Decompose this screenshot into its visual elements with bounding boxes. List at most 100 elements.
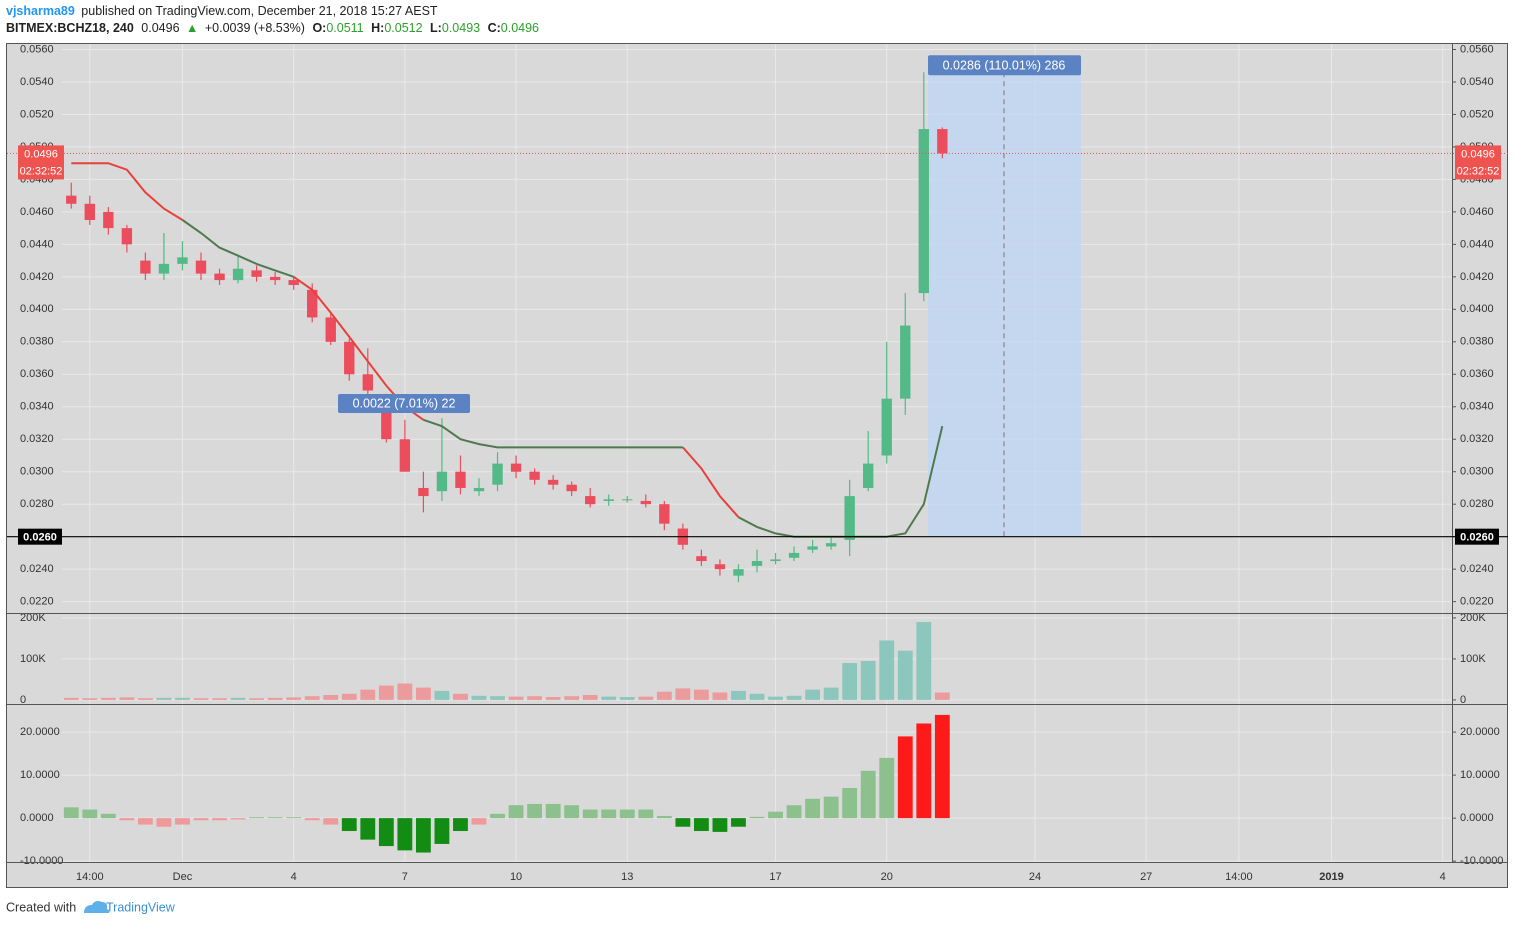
symbol: BITMEX:BCHZ18, 240 <box>6 21 134 35</box>
bar <box>879 757 895 819</box>
level-label: 0.0260 <box>23 532 57 544</box>
bar <box>749 693 765 700</box>
measure-box <box>338 394 470 413</box>
bar <box>286 817 302 819</box>
x-tick-label: Dec <box>173 871 193 883</box>
x-tick-label: 13 <box>621 871 633 883</box>
candle-body <box>622 499 633 501</box>
bar <box>805 689 821 700</box>
y-tick-label: 0.0360 <box>1460 368 1494 380</box>
footer-created: Created with <box>6 900 76 914</box>
candle-body <box>863 463 874 488</box>
bar <box>249 817 265 819</box>
candle-body <box>158 263 170 274</box>
candle-body <box>825 543 837 547</box>
bar <box>230 818 246 820</box>
ohlc-value: 0.0493 <box>442 21 480 35</box>
bar <box>397 683 413 700</box>
bar <box>175 697 190 700</box>
bar <box>897 650 913 700</box>
ohlc-label: C: <box>488 21 501 35</box>
bar <box>619 697 635 700</box>
y-tick-label: 0.0220 <box>1460 596 1494 608</box>
bar <box>415 818 431 853</box>
bar <box>341 818 357 832</box>
candle-body <box>214 273 225 281</box>
bar <box>286 697 302 700</box>
level-box <box>1455 528 1499 545</box>
ohlc-value: 0.0496 <box>501 21 539 35</box>
bar <box>397 818 413 851</box>
last-price-box <box>18 145 64 180</box>
header-line-1: vjsharma89 published on TradingView.com,… <box>6 4 438 18</box>
last-price-label: 0.0496 <box>24 148 58 160</box>
y-tick-label: 0 <box>1460 694 1466 706</box>
y-tick-label: 0.0320 <box>1460 433 1494 445</box>
y-tick-label: 0.0220 <box>20 596 54 608</box>
candle-body <box>788 552 800 558</box>
last-price-label: 0.0496 <box>1461 148 1495 160</box>
x-tick-label: 10 <box>510 871 522 883</box>
bar <box>415 687 431 700</box>
bar <box>212 698 227 700</box>
y-tick-label: 0.0420 <box>1460 271 1494 283</box>
candle-body <box>103 211 114 229</box>
bar <box>582 809 598 819</box>
bar <box>545 803 561 819</box>
bar <box>656 691 672 700</box>
bar <box>119 697 135 700</box>
x-tick-label: 4 <box>1440 871 1446 883</box>
ohlc-label: O: <box>312 21 326 35</box>
candle-body <box>84 203 95 221</box>
bar <box>63 807 79 819</box>
candle-body <box>603 499 614 501</box>
candle-body <box>307 289 318 318</box>
y-tick-label: 0.0360 <box>20 368 54 380</box>
bar <box>360 689 376 700</box>
x-tick-label: 2019 <box>1319 871 1343 883</box>
bar <box>137 818 153 825</box>
bar <box>434 818 450 844</box>
bar <box>916 622 932 700</box>
y-tick-label: 10.0000 <box>20 769 60 781</box>
x-tick-label: 7 <box>402 871 408 883</box>
published: published on TradingView.com, December 2… <box>81 4 438 18</box>
candle-body <box>547 479 559 485</box>
bar <box>434 690 450 700</box>
candle-body <box>232 268 244 281</box>
bar <box>471 818 487 825</box>
bar <box>860 770 876 819</box>
bar <box>545 697 561 700</box>
candle-body <box>251 270 262 277</box>
y-tick-label: 20.0000 <box>1460 726 1500 738</box>
x-tick-label: 14:00 <box>1225 871 1253 883</box>
bar <box>490 813 505 819</box>
candle-body <box>362 374 373 391</box>
bar <box>842 663 858 700</box>
candle-body <box>399 439 411 472</box>
bar <box>842 788 858 819</box>
y-tick-label: 100K <box>20 653 46 665</box>
bar <box>712 818 728 832</box>
candle-body <box>714 564 726 570</box>
y-tick-label: 0.0280 <box>20 498 54 510</box>
y-tick-label: 0.0560 <box>20 43 54 55</box>
candle-body <box>770 559 781 562</box>
candle-body <box>881 398 892 456</box>
bar <box>304 818 320 821</box>
bar <box>193 698 209 700</box>
bar <box>693 818 709 832</box>
bar <box>341 693 357 700</box>
chart-frame <box>6 43 1508 888</box>
change: +0.0039 (+8.53%) <box>205 21 305 35</box>
bar <box>823 796 839 819</box>
bar <box>323 694 339 700</box>
candle-body <box>269 276 281 281</box>
level-label: 0.0260 <box>1460 532 1494 544</box>
candle-body <box>937 129 948 154</box>
candle-body <box>455 471 466 488</box>
chart-layer: 14:00 Dec 4 7 10 13 17 20 24 27 14:00 2019 4 0.0220 0.… <box>7 43 1508 883</box>
ohlc-value: 0.0512 <box>384 21 422 35</box>
bar <box>100 813 116 819</box>
bar <box>768 696 783 700</box>
